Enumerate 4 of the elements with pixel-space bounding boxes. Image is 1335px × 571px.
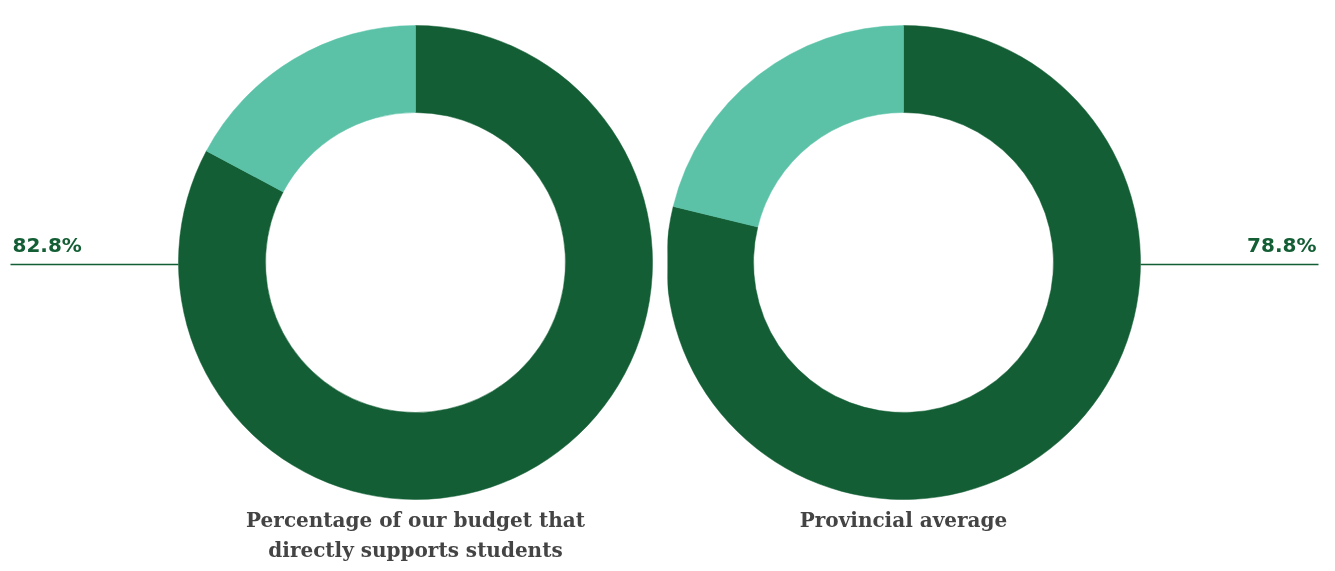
text: Provincial average — [799, 507, 1008, 532]
text: Percentage of our budget that directly supports students — [246, 507, 586, 562]
data-label: 82.8% — [12, 232, 82, 257]
data-label: 78.8% — [1247, 232, 1317, 257]
